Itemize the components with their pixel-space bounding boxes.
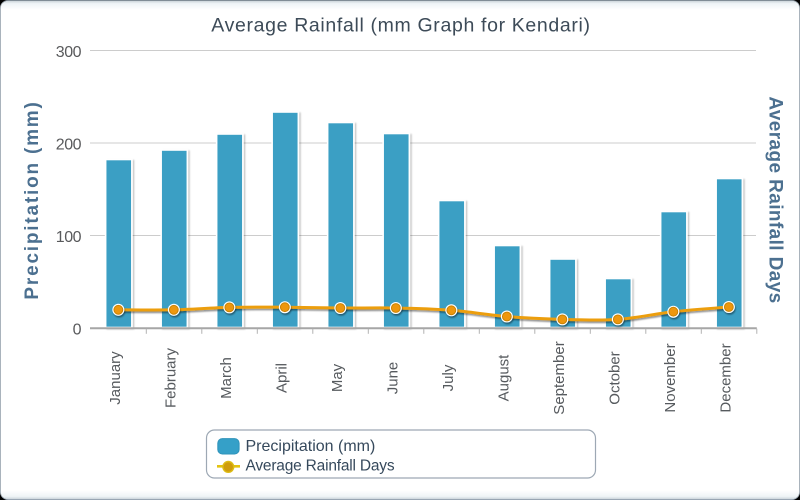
- svg-text:September: September: [551, 341, 568, 414]
- svg-text:October: October: [606, 351, 623, 404]
- svg-text:200: 200: [56, 136, 82, 153]
- svg-text:November: November: [662, 343, 679, 412]
- svg-text:July: July: [440, 364, 457, 391]
- svg-text:February: February: [162, 347, 179, 408]
- svg-text:Average Rainfall Days: Average Rainfall Days: [246, 458, 395, 475]
- svg-text:January: January: [107, 351, 124, 405]
- svg-text:May: May: [329, 363, 346, 392]
- svg-text:April: April: [273, 363, 290, 393]
- svg-text:300: 300: [56, 44, 82, 61]
- svg-text:Average Rainfall (mm Graph for: Average Rainfall (mm Graph for Kendari): [211, 15, 590, 37]
- svg-text:December: December: [717, 343, 734, 412]
- svg-text:Precipitation (mm): Precipitation (mm): [22, 100, 43, 299]
- svg-text:0: 0: [73, 321, 82, 338]
- svg-text:100: 100: [56, 229, 82, 246]
- svg-text:Precipitation (mm): Precipitation (mm): [246, 438, 376, 455]
- svg-text:March: March: [218, 357, 235, 399]
- svg-text:June: June: [384, 362, 401, 395]
- svg-text:Average Rainfall Days: Average Rainfall Days: [765, 96, 786, 303]
- svg-text:August: August: [495, 354, 512, 402]
